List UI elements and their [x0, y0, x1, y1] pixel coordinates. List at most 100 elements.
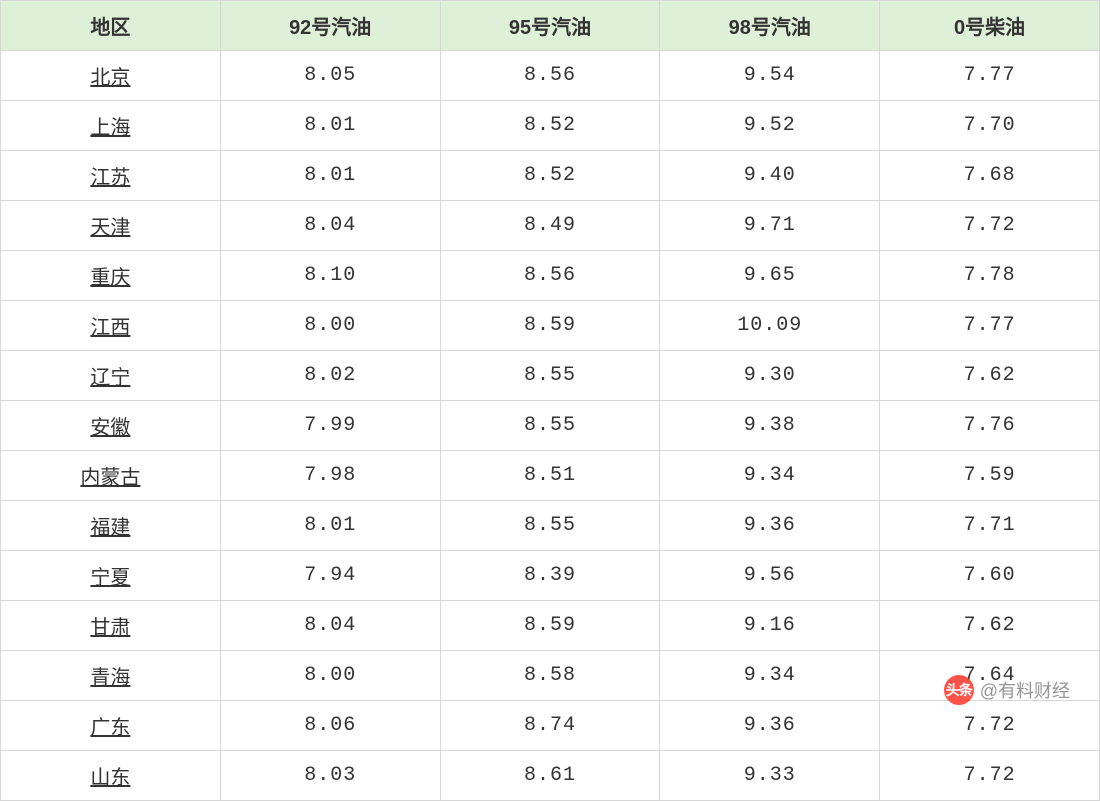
region-cell: 天津 — [1, 201, 221, 251]
region-cell: 宁夏 — [1, 551, 221, 601]
table-row: 山东8.038.619.337.72 — [1, 751, 1100, 801]
price-cell: 8.04 — [220, 201, 440, 251]
table-row: 江西8.008.5910.097.77 — [1, 301, 1100, 351]
price-cell: 9.56 — [660, 551, 880, 601]
price-cell: 8.49 — [440, 201, 660, 251]
col-region: 地区 — [1, 1, 221, 51]
table-row: 宁夏7.948.399.567.60 — [1, 551, 1100, 601]
watermark-label: @有料财经 — [980, 677, 1070, 703]
price-cell: 8.61 — [440, 751, 660, 801]
table-row: 天津8.048.499.717.72 — [1, 201, 1100, 251]
region-cell: 重庆 — [1, 251, 221, 301]
fuel-price-table: 地区 92号汽油 95号汽油 98号汽油 0号柴油 北京8.058.569.54… — [0, 0, 1100, 801]
price-cell: 7.68 — [880, 151, 1100, 201]
price-cell: 7.76 — [880, 401, 1100, 451]
col-98: 98号汽油 — [660, 1, 880, 51]
price-cell: 8.55 — [440, 501, 660, 551]
region-cell: 江苏 — [1, 151, 221, 201]
price-cell: 9.33 — [660, 751, 880, 801]
table-row: 重庆8.108.569.657.78 — [1, 251, 1100, 301]
price-cell: 7.72 — [880, 751, 1100, 801]
table-body: 北京8.058.569.547.77上海8.018.529.527.70江苏8.… — [1, 51, 1100, 801]
price-cell: 7.72 — [880, 701, 1100, 751]
price-cell: 9.52 — [660, 101, 880, 151]
price-cell: 9.36 — [660, 701, 880, 751]
price-cell: 8.74 — [440, 701, 660, 751]
col-95: 95号汽油 — [440, 1, 660, 51]
table-row: 广东8.068.749.367.72 — [1, 701, 1100, 751]
price-cell: 8.01 — [220, 501, 440, 551]
price-cell: 7.62 — [880, 601, 1100, 651]
region-cell: 山东 — [1, 751, 221, 801]
region-cell: 甘肃 — [1, 601, 221, 651]
toutiao-icon-text: 头条 — [946, 683, 972, 697]
price-cell: 7.70 — [880, 101, 1100, 151]
region-cell: 安徽 — [1, 401, 221, 451]
table-row: 江苏8.018.529.407.68 — [1, 151, 1100, 201]
price-cell: 9.40 — [660, 151, 880, 201]
price-cell: 8.01 — [220, 151, 440, 201]
price-cell: 8.58 — [440, 651, 660, 701]
region-cell: 江西 — [1, 301, 221, 351]
price-cell: 8.05 — [220, 51, 440, 101]
price-cell: 8.55 — [440, 351, 660, 401]
price-cell: 8.52 — [440, 101, 660, 151]
price-cell: 8.03 — [220, 751, 440, 801]
price-cell: 8.59 — [440, 301, 660, 351]
price-cell: 9.34 — [660, 451, 880, 501]
price-cell: 7.77 — [880, 51, 1100, 101]
price-cell: 9.36 — [660, 501, 880, 551]
table-row: 福建8.018.559.367.71 — [1, 501, 1100, 551]
price-cell: 8.00 — [220, 301, 440, 351]
region-cell: 广东 — [1, 701, 221, 751]
price-cell: 7.98 — [220, 451, 440, 501]
price-cell: 8.59 — [440, 601, 660, 651]
region-cell: 辽宁 — [1, 351, 221, 401]
price-cell: 7.77 — [880, 301, 1100, 351]
table-row: 甘肃8.048.599.167.62 — [1, 601, 1100, 651]
table-row: 辽宁8.028.559.307.62 — [1, 351, 1100, 401]
price-cell: 7.71 — [880, 501, 1100, 551]
price-cell: 7.72 — [880, 201, 1100, 251]
price-cell: 8.39 — [440, 551, 660, 601]
region-cell: 内蒙古 — [1, 451, 221, 501]
price-cell: 7.59 — [880, 451, 1100, 501]
price-cell: 7.99 — [220, 401, 440, 451]
table-row: 北京8.058.569.547.77 — [1, 51, 1100, 101]
price-cell: 7.62 — [880, 351, 1100, 401]
table-row: 上海8.018.529.527.70 — [1, 101, 1100, 151]
price-cell: 8.01 — [220, 101, 440, 151]
price-cell: 10.09 — [660, 301, 880, 351]
price-cell: 7.78 — [880, 251, 1100, 301]
toutiao-icon: 头条 — [944, 675, 974, 705]
price-cell: 9.38 — [660, 401, 880, 451]
price-cell: 8.51 — [440, 451, 660, 501]
watermark: 头条 @有料财经 — [944, 675, 1070, 705]
price-cell: 9.54 — [660, 51, 880, 101]
price-cell: 9.71 — [660, 201, 880, 251]
price-cell: 8.06 — [220, 701, 440, 751]
price-cell: 8.00 — [220, 651, 440, 701]
price-cell: 8.04 — [220, 601, 440, 651]
col-92: 92号汽油 — [220, 1, 440, 51]
region-cell: 青海 — [1, 651, 221, 701]
table-row: 青海8.008.589.347.64 — [1, 651, 1100, 701]
region-cell: 福建 — [1, 501, 221, 551]
price-cell: 8.56 — [440, 51, 660, 101]
region-cell: 上海 — [1, 101, 221, 151]
price-cell: 8.10 — [220, 251, 440, 301]
col-0diesel: 0号柴油 — [880, 1, 1100, 51]
price-cell: 9.30 — [660, 351, 880, 401]
price-cell: 8.55 — [440, 401, 660, 451]
price-cell: 9.16 — [660, 601, 880, 651]
table-row: 内蒙古7.988.519.347.59 — [1, 451, 1100, 501]
price-cell: 8.56 — [440, 251, 660, 301]
price-cell: 7.94 — [220, 551, 440, 601]
region-cell: 北京 — [1, 51, 221, 101]
table-header-row: 地区 92号汽油 95号汽油 98号汽油 0号柴油 — [1, 1, 1100, 51]
price-cell: 9.65 — [660, 251, 880, 301]
table-row: 安徽7.998.559.387.76 — [1, 401, 1100, 451]
price-cell: 9.34 — [660, 651, 880, 701]
price-cell: 7.60 — [880, 551, 1100, 601]
price-cell: 8.52 — [440, 151, 660, 201]
